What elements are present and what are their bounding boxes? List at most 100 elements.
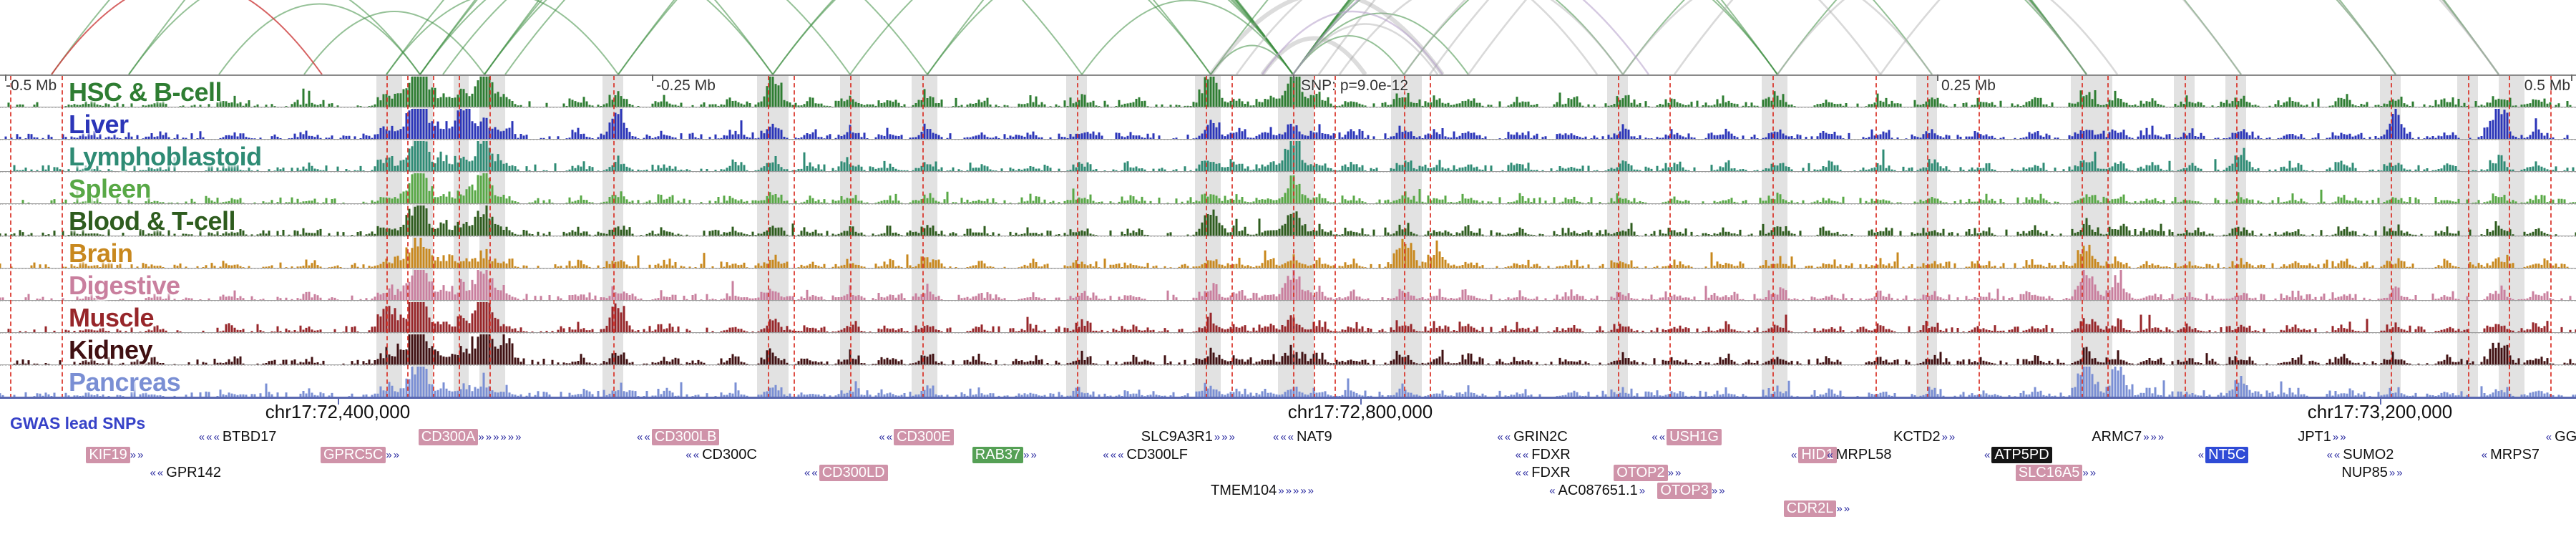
gene-fdxr[interactable]: «« FDXR — [1516, 446, 1572, 464]
track-label-lymphoblastoid[interactable]: Lymphoblastoid — [69, 142, 262, 171]
gene-label: MRPL58 — [1835, 447, 1892, 463]
strand-arrows-right: »» — [2332, 431, 2348, 443]
strand-arrows-left: ««« — [1103, 449, 1126, 461]
highlight-band — [1066, 76, 1088, 398]
track-label-digestive[interactable]: Digestive — [69, 271, 180, 300]
gene-ush1g[interactable]: «« USH1G — [1652, 428, 1722, 446]
gene-cd300lf[interactable]: ««« CD300LF — [1103, 446, 1189, 464]
gene-label: HID1 — [1798, 447, 1837, 463]
track-label-brain[interactable]: Brain — [69, 238, 133, 268]
track-row-brain[interactable]: Brain — [0, 237, 2576, 269]
track-row-pancreas[interactable]: Pancreas — [0, 366, 2576, 398]
gene-tmem104[interactable]: TMEM104»»»»» — [1209, 482, 1315, 500]
track-row-muscle[interactable]: Muscle — [0, 301, 2576, 334]
strand-arrows-left: ««« — [198, 431, 221, 443]
gene-cd300e[interactable]: «« CD300E — [879, 428, 954, 446]
gene-ac087651-1[interactable]: «AC087651.1» — [1549, 482, 1646, 500]
track-row-spleen[interactable]: Spleen — [0, 173, 2576, 205]
interaction-arc — [1776, 0, 2119, 74]
track-row-lymphoblastoid[interactable]: Lymphoblastoid — [0, 140, 2576, 173]
gene-atp5pd[interactable]: «ATP5PD — [1984, 446, 2052, 464]
gene-gg[interactable]: «GG — [2546, 428, 2576, 446]
track-row-hsc-b-cell[interactable]: HSC & B-cell — [0, 76, 2576, 108]
gene-gprc5c[interactable]: GPRC5C»» — [321, 446, 401, 464]
signal-svg-hsc-b-cell — [0, 77, 2576, 107]
interaction-arc — [442, 0, 851, 74]
gene-nup85[interactable]: NUP85»» — [2340, 464, 2404, 482]
track-label-pancreas[interactable]: Pancreas — [69, 367, 181, 397]
gene-otop3[interactable]: OTOP3»» — [1657, 482, 1726, 500]
strand-arrows-left: «« — [879, 431, 894, 443]
strand-arrows-left: ««« — [1273, 431, 1296, 443]
track-rows: HSC & B-cell Liver Lymphoblastoid Spleen Blo… — [0, 76, 2576, 398]
gene-cd300ld[interactable]: «« CD300LD — [804, 464, 888, 482]
interaction-arc — [1879, 0, 2500, 74]
gene-fdxr[interactable]: «« FDXR — [1516, 464, 1572, 482]
coordinate-label: chr17:73,200,000 — [2307, 401, 2453, 422]
interaction-arc — [1292, 0, 2499, 74]
gene-rab37[interactable]: RAB37»» — [972, 446, 1038, 464]
genome-axis-line — [0, 397, 2576, 399]
interaction-arc — [128, 0, 1294, 74]
signal-svg-lymphoblastoid — [0, 141, 2576, 172]
gene-gpr142[interactable]: «« GPR142 — [150, 464, 223, 482]
strand-arrows-right: »» — [1667, 467, 1683, 479]
gene-hid1[interactable]: «HID1 — [1791, 446, 1837, 464]
gene-mrps7[interactable]: «MRPS7 — [2482, 446, 2541, 464]
gene-slc9a3r1[interactable]: SLC9A3R1»»» — [1140, 428, 1236, 446]
signal-svg-spleen — [0, 173, 2576, 204]
highlight-band — [1916, 76, 1938, 398]
gene-grin2c[interactable]: «« GRIN2C — [1497, 428, 1568, 446]
gene-cd300a[interactable]: CD300A»»»»»» — [418, 428, 523, 446]
gene-jpt1[interactable]: JPT1»» — [2296, 428, 2347, 446]
track-row-kidney[interactable]: Kidney — [0, 334, 2576, 366]
gene-sumo2[interactable]: «« SUMO2 — [2327, 446, 2396, 464]
gene-cd300lb[interactable]: «« CD300LB — [637, 428, 720, 446]
track-label-blood-t-cell[interactable]: Blood & T-cell — [69, 206, 236, 236]
track-label-spleen[interactable]: Spleen — [69, 174, 152, 203]
signal-svg-liver — [0, 109, 2576, 140]
signal-bars-brain — [0, 238, 2569, 268]
signal-bars-hsc-b-cell — [7, 77, 2572, 107]
gene-label: TMEM104 — [1211, 483, 1277, 498]
strand-arrows-left: « — [2197, 449, 2206, 461]
gene-slc16a5[interactable]: SLC16A5»» — [2015, 464, 2097, 482]
gene-cdr2l[interactable]: CDR2L»» — [1783, 500, 1851, 518]
strand-arrows-right: »»»»» — [1278, 485, 1315, 497]
gene-label: FDXR — [1531, 447, 1571, 463]
gene-label: SLC9A3R1 — [1141, 429, 1213, 445]
gene-kctd2[interactable]: KCTD2»» — [1892, 428, 1956, 446]
track-row-liver[interactable]: Liver — [0, 108, 2576, 140]
highlight-band — [2174, 76, 2195, 398]
gene-label: KCTD2 — [1893, 429, 1941, 445]
highlight-band — [1607, 76, 1629, 398]
interaction-arc — [484, 0, 2499, 74]
interaction-arc — [1467, 0, 2243, 74]
track-label-hsc-b-cell[interactable]: HSC & B-cell — [69, 77, 223, 107]
gene-nt5c[interactable]: «NT5C — [2198, 446, 2249, 464]
gene-armc7[interactable]: ARMC7»»» — [2090, 428, 2165, 446]
gene-otop2[interactable]: OTOP2»» — [1614, 464, 1682, 482]
track-row-digestive[interactable]: Digestive — [0, 269, 2576, 301]
gene-label: MRPS7 — [2490, 447, 2540, 463]
gene-btbd17[interactable]: ««« BTBD17 — [199, 428, 278, 446]
interaction-arc — [1777, 0, 2396, 74]
interaction-arc — [772, 0, 1211, 74]
track-label-kidney[interactable]: Kidney — [69, 335, 153, 364]
gene-mrpl58[interactable]: «MRPL58 — [1827, 446, 1893, 464]
gene-kif19[interactable]: KIF19»» — [86, 446, 145, 464]
track-row-blood-t-cell[interactable]: Blood & T-cell — [0, 205, 2576, 237]
interaction-arc — [51, 0, 323, 74]
track-label-muscle[interactable]: Muscle — [69, 303, 155, 332]
track-label-liver[interactable]: Liver — [69, 110, 129, 139]
strand-arrows-left: «« — [1515, 449, 1531, 461]
highlight-band — [2457, 76, 2479, 398]
signal-svg-muscle — [0, 302, 2576, 333]
gene-cd300c[interactable]: «« CD300C — [686, 446, 758, 464]
interaction-arc — [1262, 10, 1443, 74]
interaction-arc — [1338, 0, 1624, 74]
strand-arrows-right: »» — [130, 449, 145, 461]
signal-bars-liver — [4, 109, 2569, 139]
gene-nat9[interactable]: ««« NAT9 — [1273, 428, 1334, 446]
strand-arrows-left: «« — [2326, 449, 2342, 461]
